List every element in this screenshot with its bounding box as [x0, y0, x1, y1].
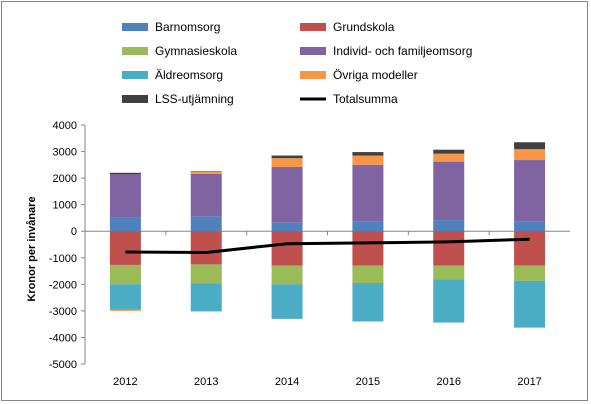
bar-lss-utj-mning-2015 [352, 152, 384, 156]
y-tick-label: -1000 [49, 253, 77, 265]
bar--vriga-modeller-2016 [433, 153, 465, 162]
bar-grundskola-2014 [271, 231, 303, 266]
bar--vriga-modeller-2017 [514, 149, 546, 161]
legend-label-grundskola: Grundskola [333, 20, 395, 34]
bar-individ-och-familjeomsorg-2013 [190, 173, 222, 217]
bar-grundskola-2015 [352, 231, 384, 266]
bar-gymnasieskola-2013 [190, 264, 222, 284]
bar-gymnasieskola-2016 [433, 265, 465, 280]
legend-swatch-gymnasieskola [122, 47, 148, 55]
legend-swatch--ldreomsorg [122, 71, 148, 79]
y-tick-label: 2000 [53, 173, 77, 185]
bar-lss-utj-mning-2017 [514, 142, 546, 150]
bar-grundskola-2013 [190, 231, 222, 265]
bar-barnomsorg-2015 [352, 221, 384, 232]
legend-label-lss-utj-mning: LSS-utjämning [155, 92, 234, 106]
y-tick-label: -3000 [49, 306, 77, 318]
y-axis-label: Kronor per invånare [26, 196, 38, 301]
line-totalsumma [125, 237, 530, 254]
y-tick-label: 0 [71, 226, 77, 238]
legend-label--vriga-modeller: Övriga modeller [333, 68, 418, 82]
y-tick-label: 4000 [53, 120, 77, 132]
x-tick-label: 2012 [113, 376, 137, 388]
legend-label-barnomsorg: Barnomsorg [155, 20, 220, 34]
bar-gymnasieskola-2017 [514, 265, 546, 281]
bar-lss-utj-mning-2012 [109, 172, 141, 175]
legend-label-individ-och-familjeomsorg: Individ- och familjeomsorg [333, 44, 472, 58]
bar--ldreomsorg-2015 [352, 283, 384, 322]
bar-barnomsorg-2017 [514, 221, 546, 232]
bar--vriga-modeller-2012 [109, 309, 141, 311]
y-tick-label: -2000 [49, 279, 77, 291]
legend-swatch-barnomsorg [122, 23, 148, 31]
bar--ldreomsorg-2016 [433, 279, 465, 323]
y-tick-label: 3000 [53, 147, 77, 159]
bar-barnomsorg-2016 [433, 220, 465, 232]
legend-label-totalsumma: Totalsumma [333, 92, 398, 106]
bar-barnomsorg-2014 [271, 222, 303, 232]
x-tick-label: 2014 [275, 376, 299, 388]
bar-barnomsorg-2013 [190, 216, 222, 232]
legend-swatch--vriga-modeller [300, 71, 326, 79]
legend-label-gymnasieskola: Gymnasieskola [155, 44, 237, 58]
bars [109, 142, 546, 328]
bar-individ-och-familjeomsorg-2016 [433, 161, 465, 221]
bar--vriga-modeller-2014 [271, 158, 303, 167]
x-tick-label: 2015 [356, 376, 380, 388]
x-tick-label: 2016 [437, 376, 461, 388]
bar--vriga-modeller-2015 [352, 155, 384, 165]
legend-swatch-grundskola [300, 23, 326, 31]
bar--ldreomsorg-2014 [271, 284, 303, 319]
bar-grundskola-2017 [514, 231, 546, 266]
legend: Barnomsorg Grundskola Gymnasieskola Individ… [122, 20, 472, 106]
bar-grundskola-2016 [433, 231, 465, 266]
legend-label--ldreomsorg: Äldreomsorg [155, 68, 223, 82]
bar-gymnasieskola-2012 [109, 264, 141, 285]
bar--ldreomsorg-2013 [190, 283, 222, 312]
y-tick-label: -5000 [49, 359, 77, 371]
bar-lss-utj-mning-2014 [271, 155, 303, 159]
bar-gymnasieskola-2014 [271, 265, 303, 285]
bar--vriga-modeller-2013 [190, 171, 222, 174]
legend-swatch-individ-och-familjeomsorg [300, 47, 326, 55]
bar-lss-utj-mning-2016 [433, 149, 465, 154]
bar-lss-utj-mning-2013 [190, 171, 222, 172]
bar-grundskola-2012 [109, 231, 141, 265]
bar-individ-och-familjeomsorg-2014 [271, 166, 303, 223]
bar-individ-och-familjeomsorg-2015 [352, 164, 384, 222]
x-tick-label: 2013 [194, 376, 218, 388]
y-tick-label: 1000 [53, 200, 77, 212]
legend-swatch-lss-utj-mning [122, 95, 148, 103]
bar--ldreomsorg-2012 [109, 284, 141, 310]
plot-area: 4000 3000 2000 1000 0 -1000 -2000 -3000 -4000 -50… [49, 120, 570, 388]
bar-individ-och-familjeomsorg-2012 [109, 174, 141, 218]
x-tick-label: 2017 [517, 376, 541, 388]
bar-barnomsorg-2012 [109, 217, 141, 232]
bar-individ-och-familjeomsorg-2017 [514, 160, 546, 222]
y-tick-label: -4000 [49, 332, 77, 344]
bar-gymnasieskola-2015 [352, 265, 384, 284]
bar--ldreomsorg-2017 [514, 280, 546, 328]
